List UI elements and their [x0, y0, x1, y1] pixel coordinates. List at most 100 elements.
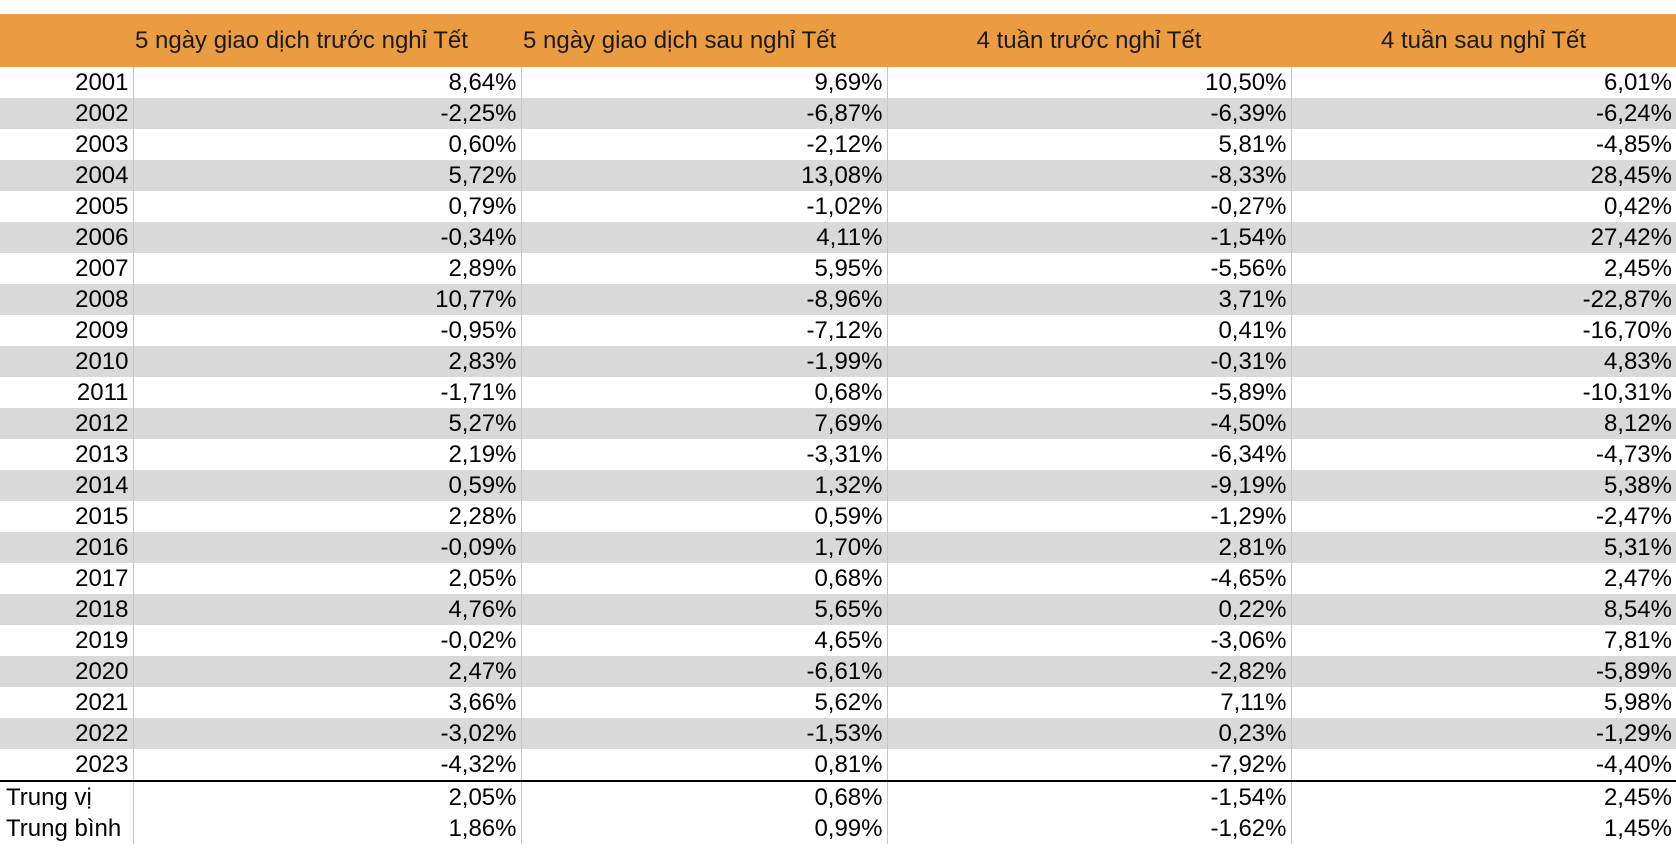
value-5-days-before: 2,47%: [132, 656, 521, 687]
year-cell: 2012: [75, 410, 129, 437]
value-5-days-before: 2,19%: [132, 439, 521, 470]
table-row: 2003 0,60% -2,12% 5,81% -4,85%: [0, 129, 1676, 160]
value-5-days-after: 0,59%: [520, 501, 887, 532]
year-cell: 2023: [75, 751, 129, 778]
value-4-weeks-before: 0,23%: [886, 718, 1291, 749]
year-cell: 2010: [75, 348, 129, 375]
table-row: 2018 4,76% 5,65% 0,22% 8,54%: [0, 594, 1676, 625]
value-5-days-after: 4,65%: [520, 625, 887, 656]
year-cell: 2021: [75, 689, 129, 716]
value-4-weeks-after: 27,42%: [1290, 222, 1676, 253]
table-row: 2007 2,89% 5,95% -5,56% 2,45%: [0, 253, 1676, 284]
value-4-weeks-after: 1,45%: [1290, 813, 1676, 844]
value-4-weeks-before: -1,29%: [886, 501, 1291, 532]
value-5-days-after: 5,62%: [520, 687, 887, 718]
value-4-weeks-after: 5,31%: [1290, 532, 1676, 563]
year-cell: 2011: [76, 379, 129, 406]
year-cell: 2006: [75, 224, 129, 251]
value-5-days-before: -3,02%: [132, 718, 521, 749]
value-4-weeks-after: -22,87%: [1290, 284, 1676, 315]
table-header: 5 ngày giao dịch trước nghỉ Tết 5 ngày g…: [0, 14, 1676, 67]
value-5-days-after: 9,69%: [520, 67, 887, 98]
table-row: 2021 3,66% 5,62% 7,11% 5,98%: [0, 687, 1676, 718]
value-4-weeks-before: -2,82%: [886, 656, 1291, 687]
value-4-weeks-before: -8,33%: [886, 160, 1291, 191]
table-row: 2011 -1,71% 0,68% -5,89% -10,31%: [0, 377, 1676, 408]
header-5-days-before-tet: 5 ngày giao dịch trước nghỉ Tết: [135, 26, 468, 54]
value-5-days-before: 8,64%: [132, 67, 521, 98]
value-5-days-before: 2,05%: [132, 780, 521, 813]
summary-row: Trung vị 2,05% 0,68% -1,54% 2,45%: [0, 780, 1676, 813]
year-cell: 2005: [75, 193, 129, 220]
table-row: 2013 2,19% -3,31% -6,34% -4,73%: [0, 439, 1676, 470]
year-cell: 2013: [75, 441, 129, 468]
value-4-weeks-before: -1,54%: [886, 780, 1291, 813]
value-5-days-before: 2,05%: [132, 563, 521, 594]
value-4-weeks-before: -1,54%: [886, 222, 1291, 253]
year-cell: 2008: [75, 286, 129, 313]
value-5-days-before: -0,95%: [132, 315, 521, 346]
value-5-days-before: 2,83%: [132, 346, 521, 377]
table-row: 2020 2,47% -6,61% -2,82% -5,89%: [0, 656, 1676, 687]
value-4-weeks-before: 3,71%: [886, 284, 1291, 315]
table-row: 2012 5,27% 7,69% -4,50% 8,12%: [0, 408, 1676, 439]
table-row: 2010 2,83% -1,99% -0,31% 4,83%: [0, 346, 1676, 377]
value-4-weeks-before: -6,39%: [886, 98, 1291, 129]
value-4-weeks-before: -0,27%: [886, 191, 1291, 222]
value-5-days-after: 13,08%: [520, 160, 887, 191]
value-5-days-after: 0,68%: [520, 563, 887, 594]
value-4-weeks-after: 2,47%: [1290, 563, 1676, 594]
value-5-days-after: -7,12%: [520, 315, 887, 346]
value-5-days-after: 5,65%: [520, 594, 887, 625]
value-5-days-after: -1,02%: [520, 191, 887, 222]
table-row: 2023 -4,32% 0,81% -7,92% -4,40%: [0, 749, 1676, 781]
year-cell: 2003: [75, 131, 129, 158]
value-5-days-before: -1,71%: [132, 377, 521, 408]
value-5-days-before: 5,72%: [132, 160, 521, 191]
table-row: 2005 0,79% -1,02% -0,27% 0,42%: [0, 191, 1676, 222]
value-4-weeks-after: 7,81%: [1290, 625, 1676, 656]
value-4-weeks-after: -10,31%: [1290, 377, 1676, 408]
table-row: 2015 2,28% 0,59% -1,29% -2,47%: [0, 501, 1676, 532]
value-5-days-before: 0,59%: [132, 470, 521, 501]
value-4-weeks-after: 4,83%: [1290, 346, 1676, 377]
value-4-weeks-after: -16,70%: [1290, 315, 1676, 346]
value-5-days-before: 2,28%: [132, 501, 521, 532]
table-row: 2002 -2,25% -6,87% -6,39% -6,24%: [0, 98, 1676, 129]
value-4-weeks-after: 6,01%: [1290, 67, 1676, 98]
value-4-weeks-after: 5,38%: [1290, 470, 1676, 501]
value-4-weeks-before: -4,65%: [886, 563, 1291, 594]
value-5-days-after: -1,53%: [520, 718, 887, 749]
value-5-days-after: 0,99%: [520, 813, 887, 844]
value-4-weeks-after: -2,47%: [1290, 501, 1676, 532]
value-5-days-after: -6,87%: [520, 98, 887, 129]
table-row: 2014 0,59% 1,32% -9,19% 5,38%: [0, 470, 1676, 501]
year-cell: 2002: [75, 100, 129, 127]
value-5-days-before: 5,27%: [132, 408, 521, 439]
value-5-days-before: 2,89%: [132, 253, 521, 284]
header-4-weeks-before-tet: 4 tuần trước nghỉ Tết: [976, 26, 1202, 54]
table-row: 2001 8,64% 9,69% 10,50% 6,01%: [0, 67, 1676, 98]
value-4-weeks-after: 5,98%: [1290, 687, 1676, 718]
table-row: 2009 -0,95% -7,12% 0,41% -16,70%: [0, 315, 1676, 346]
value-4-weeks-before: -4,50%: [886, 408, 1291, 439]
value-4-weeks-after: -6,24%: [1290, 98, 1676, 129]
value-4-weeks-before: 7,11%: [886, 687, 1291, 718]
value-5-days-before: -0,02%: [132, 625, 521, 656]
value-4-weeks-after: 0,42%: [1290, 191, 1676, 222]
summary-label: Trung vị: [0, 780, 133, 813]
value-5-days-after: 7,69%: [520, 408, 887, 439]
value-4-weeks-after: 8,12%: [1290, 408, 1676, 439]
value-5-days-before: -4,32%: [132, 749, 521, 781]
value-4-weeks-before: 0,41%: [886, 315, 1291, 346]
value-4-weeks-before: -6,34%: [886, 439, 1291, 470]
value-4-weeks-before: -0,31%: [886, 346, 1291, 377]
value-5-days-before: 4,76%: [132, 594, 521, 625]
value-4-weeks-after: -4,85%: [1290, 129, 1676, 160]
returns-table-container: 5 ngày giao dịch trước nghỉ Tết 5 ngày g…: [0, 14, 1676, 844]
value-4-weeks-before: 2,81%: [886, 532, 1291, 563]
value-4-weeks-after: 28,45%: [1290, 160, 1676, 191]
value-4-weeks-before: 0,22%: [886, 594, 1291, 625]
value-4-weeks-after: -4,40%: [1290, 749, 1676, 781]
year-cell: 2004: [75, 162, 129, 189]
